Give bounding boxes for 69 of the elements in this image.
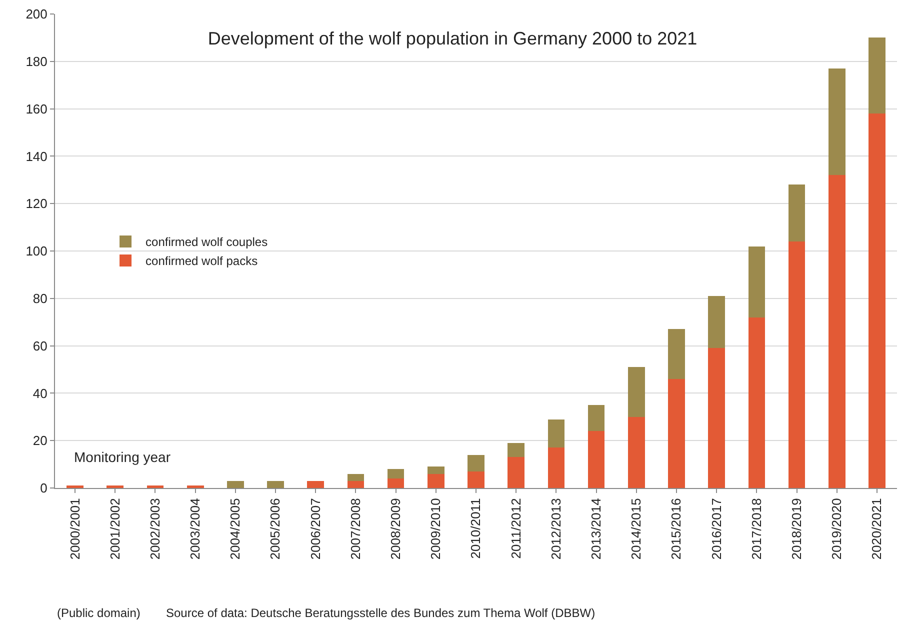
bar (628, 367, 645, 417)
y-tick-label: 20 (32, 433, 48, 448)
annotation: Monitoring year (74, 449, 171, 465)
bar (748, 317, 766, 488)
bar (427, 474, 444, 488)
bar (668, 329, 685, 379)
x-tick-label: 2006/2007 (308, 498, 323, 560)
bar (708, 296, 725, 348)
x-tick-label: 2020/2021 (869, 498, 884, 560)
bar (788, 242, 806, 488)
legend-label: confirmed wolf packs (146, 254, 258, 268)
x-tick-label: 2012/2013 (548, 498, 564, 560)
x-tick-label: 2013/2014 (588, 498, 604, 560)
bar (748, 246, 766, 318)
x-tick-label: 2017/2018 (748, 498, 764, 560)
bar (427, 466, 444, 474)
x-tick-label: 2009/2010 (428, 498, 444, 560)
x-tick-label: 2002/2003 (147, 498, 162, 560)
x-tick-label: 2007/2008 (348, 498, 363, 560)
bar (387, 478, 404, 488)
bar (508, 442, 525, 458)
bar (307, 480, 324, 488)
bar (227, 480, 244, 488)
bar (788, 184, 806, 242)
x-tick-label: 2011/2012 (508, 498, 524, 559)
bar (267, 480, 284, 488)
x-tick-label: 2010/2011 (468, 498, 484, 559)
bar (828, 175, 846, 488)
x-tick-label: 2005/2006 (268, 498, 283, 560)
bar (668, 378, 685, 488)
x-tick-label: 2004/2005 (228, 498, 243, 560)
y-tick-label: 200 (26, 6, 48, 22)
y-tick-label: 40 (32, 386, 48, 401)
bar (508, 457, 525, 488)
legend-label: confirmed wolf couples (146, 235, 268, 250)
text: Development of the wolf population in Germany 2000 to 2021 (208, 28, 698, 48)
bar (828, 68, 846, 176)
y-tick-label: 140 (26, 148, 48, 164)
source-note: Source of data: Deutsche Beratungsstelle des Bundes zum Thema Wolf (DBBW) (166, 606, 596, 620)
x-tick-label: 2001/2002 (107, 498, 122, 560)
bar (387, 469, 404, 479)
bar (708, 348, 725, 488)
x-tick-label: 2018/2019 (788, 498, 804, 560)
bar (468, 471, 484, 488)
bar (347, 474, 364, 481)
y-tick-label: 0 (40, 480, 48, 496)
x-tick-label: 2008/2009 (388, 498, 404, 560)
bar (588, 431, 605, 488)
bar (868, 38, 886, 114)
y-tick-label: 180 (26, 54, 48, 69)
bar (868, 114, 886, 488)
x-tick-label: 2016/2017 (708, 498, 724, 560)
x-tick-label: 2015/2016 (668, 498, 684, 560)
bar (548, 419, 565, 448)
y-tick-label: 160 (26, 101, 48, 116)
y-tick-label: 100 (26, 244, 48, 259)
x-tick-label: 2019/2020 (829, 498, 844, 560)
bar (588, 405, 605, 432)
x-tick-label: 2014/2015 (628, 498, 644, 560)
text: (Public domain) (57, 606, 140, 620)
bar (468, 454, 484, 472)
y-tick-label: 60 (32, 338, 48, 354)
bar (548, 448, 565, 488)
y-tick-label: 120 (26, 196, 48, 212)
y-tick-label: 80 (32, 290, 48, 306)
x-tick-label: 2003/2004 (188, 498, 203, 560)
bar (347, 480, 364, 488)
x-tick-label: 2000/2001 (67, 498, 82, 560)
bar (628, 416, 645, 488)
